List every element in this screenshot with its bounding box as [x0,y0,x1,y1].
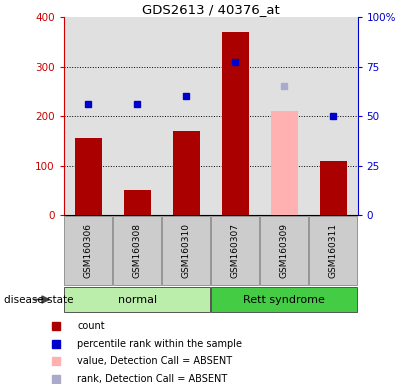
Bar [211,287,357,312]
Text: percentile rank within the sample: percentile rank within the sample [77,339,242,349]
Bar [222,32,249,215]
Text: rank, Detection Call = ABSENT: rank, Detection Call = ABSENT [77,374,228,384]
Bar [173,131,200,215]
Bar [320,161,346,215]
Text: Rett syndrome: Rett syndrome [243,295,325,305]
Bar [270,111,298,215]
Bar [211,216,259,285]
Text: value, Detection Call = ABSENT: value, Detection Call = ABSENT [77,356,232,366]
Bar [64,216,112,285]
Text: GSM160309: GSM160309 [279,223,289,278]
Text: GSM160307: GSM160307 [231,223,240,278]
Bar [124,190,151,215]
Bar [260,216,308,285]
Bar [64,287,210,312]
Bar [309,216,357,285]
Title: GDS2613 / 40376_at: GDS2613 / 40376_at [142,3,279,16]
Text: GSM160310: GSM160310 [182,223,191,278]
Bar [162,216,210,285]
Text: normal: normal [118,295,157,305]
Text: count: count [77,321,105,331]
Bar [75,138,102,215]
Text: GSM160306: GSM160306 [84,223,93,278]
Text: disease state: disease state [4,295,74,305]
Bar [113,216,161,285]
Text: GSM160308: GSM160308 [133,223,142,278]
Text: GSM160311: GSM160311 [328,223,337,278]
